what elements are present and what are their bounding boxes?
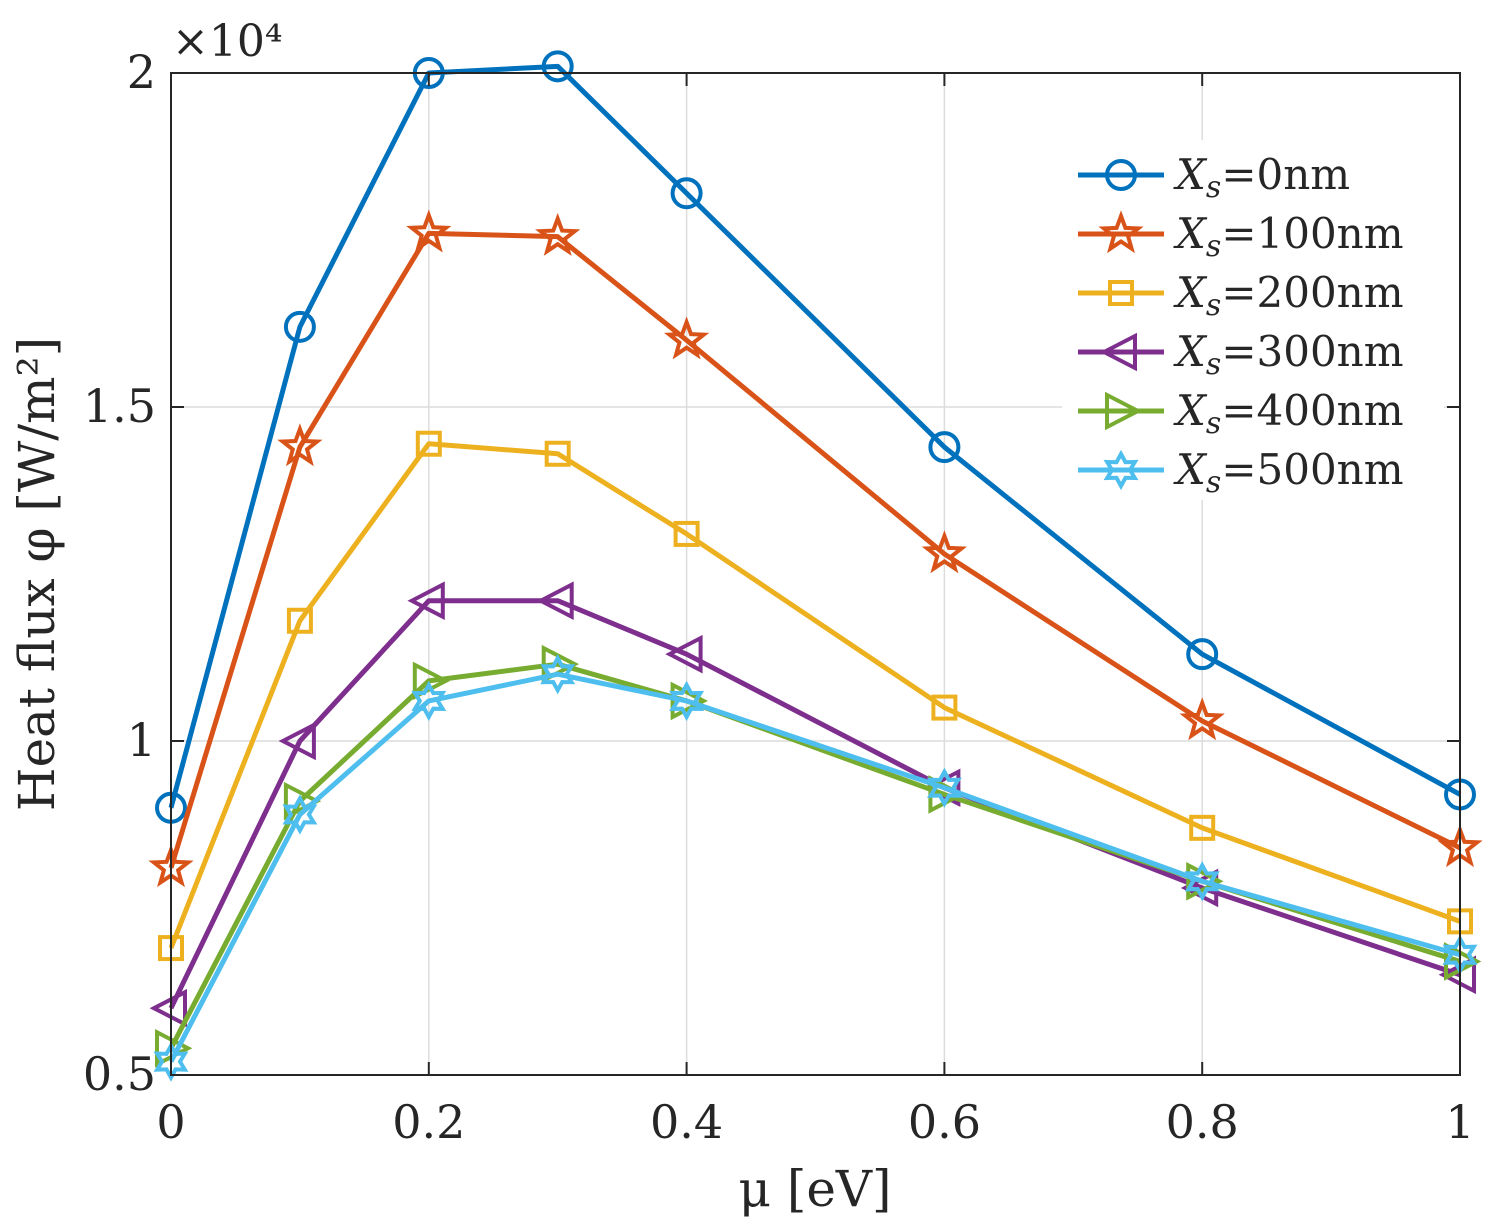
data-point (670, 177, 703, 210)
series-line (168, 63, 1462, 809)
data-point (283, 781, 322, 821)
data-point (283, 310, 316, 343)
legend-entry: Xs=500nm (1078, 445, 1404, 500)
data-point (407, 581, 445, 621)
data-point (415, 430, 442, 457)
legend-entry: Xs=300nm (1078, 327, 1404, 382)
data-point (1184, 861, 1220, 902)
data-point (928, 431, 961, 464)
data-point (149, 988, 187, 1028)
data-point (921, 530, 968, 574)
data-point (1186, 638, 1219, 671)
data-point (277, 423, 323, 467)
legend-marker (1103, 449, 1139, 491)
data-point (286, 607, 313, 634)
x-axis-label: μ [eV] (738, 1160, 891, 1218)
legend-entry: Xs=200nm (1078, 268, 1404, 323)
data-point (1189, 814, 1216, 841)
data-point (669, 680, 705, 722)
x-tick-label: 1 (1445, 1095, 1474, 1149)
data-point (282, 794, 318, 835)
legend-entry: Xs=100nm (1078, 209, 1404, 264)
series-line (168, 441, 1461, 949)
legend-box (1062, 140, 1444, 500)
x-tick-label: 0.8 (1166, 1095, 1239, 1149)
legend-marker (1105, 159, 1137, 191)
x-tick-label: 0 (156, 1095, 185, 1149)
data-point (665, 634, 703, 674)
data-point (663, 316, 710, 360)
legend-marker (1099, 332, 1137, 372)
x-tick-label: 0.4 (650, 1095, 723, 1149)
series-line (168, 671, 1461, 1063)
data-point (540, 654, 576, 695)
data-point (411, 680, 447, 722)
legend-label: Xs=300nm (1173, 327, 1404, 382)
legend-label: Xs=400nm (1173, 386, 1404, 441)
legend-marker (1098, 210, 1144, 254)
series-line (168, 598, 1461, 1010)
legend-label: Xs=100nm (1173, 209, 1404, 264)
data-point (1179, 697, 1225, 741)
data-point (541, 50, 574, 83)
data-point (535, 212, 581, 256)
plot-frame (170, 72, 1461, 1076)
y-tick-label: 2 (127, 45, 156, 99)
legend-marker (1105, 391, 1143, 431)
x-tick-label: 0.2 (392, 1095, 465, 1149)
data-point (926, 767, 962, 808)
y-tick-label: 1.5 (83, 379, 156, 433)
data-point (278, 721, 316, 761)
y-scale-exponent: ×10⁴ (172, 16, 283, 67)
x-tick-label: 0.6 (908, 1095, 981, 1149)
series-line (168, 230, 1462, 869)
y-axis-label: Heat flux φ [W/m²] (8, 337, 66, 811)
y-tick-label: 0.5 (83, 1047, 156, 1101)
legend: Xs=0nmXs=100nmXs=200nmXs=300nmXs=400nmXs… (1062, 140, 1444, 500)
data-point (1186, 861, 1224, 901)
legend-entry: Xs=0nm (1078, 150, 1350, 205)
data-point (153, 1041, 189, 1082)
data-point (544, 440, 571, 467)
legend-label: Xs=0nm (1173, 150, 1350, 205)
data-point (406, 209, 452, 253)
series-5 (153, 654, 1478, 1082)
data-point (670, 681, 708, 721)
legend-entry: Xs=400nm (1078, 386, 1404, 441)
legend-label: Xs=200nm (1173, 268, 1404, 323)
data-point (536, 581, 574, 621)
series-layer (148, 50, 1483, 1082)
data-point (673, 520, 700, 547)
x-tick-labels: 0 0.2 0.4 0.6 0.8 1 (156, 1095, 1474, 1149)
legend-label: Xs=500nm (1173, 445, 1404, 500)
ticks (170, 72, 1461, 1076)
data-point (931, 694, 958, 721)
y-tick-labels: 0.5 1 1.5 2 (83, 45, 156, 1101)
y-tick-label: 1 (127, 713, 156, 767)
legend-marker (1108, 280, 1134, 306)
